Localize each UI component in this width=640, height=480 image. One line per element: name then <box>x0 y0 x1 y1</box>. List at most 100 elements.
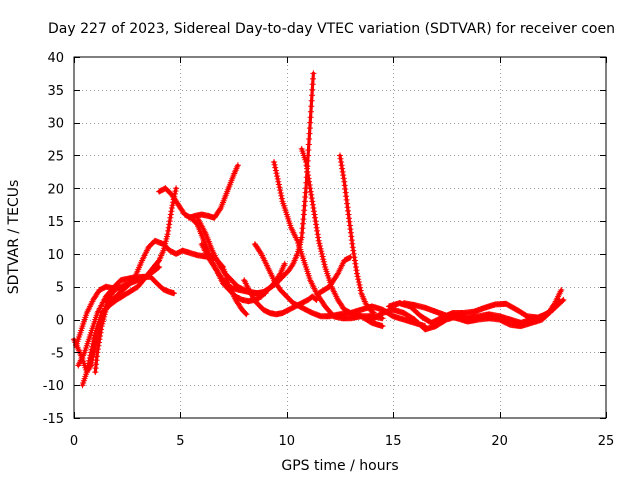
data-point <box>98 326 105 333</box>
data-point <box>275 178 282 185</box>
data-point <box>88 349 94 356</box>
data-point <box>339 165 346 172</box>
x-tick-label: 15 <box>385 434 402 449</box>
data-point <box>320 256 327 263</box>
data-point <box>317 245 324 252</box>
data-point <box>320 258 327 265</box>
data-point <box>278 195 285 202</box>
data-point <box>86 357 93 364</box>
data-point <box>337 155 344 162</box>
series-track-14 <box>337 152 377 316</box>
y-tick-label: -5 <box>51 346 64 361</box>
data-point <box>314 227 321 234</box>
data-point <box>172 188 179 195</box>
data-point <box>167 211 174 218</box>
data-point <box>173 185 180 192</box>
x-tick-labels: 0 5 10 15 20 25 <box>70 434 614 449</box>
data-point <box>272 167 279 174</box>
data-point <box>271 159 277 165</box>
y-tick-label: 35 <box>47 84 64 99</box>
data-point <box>278 192 285 199</box>
data-point <box>556 296 563 303</box>
y-tick-label: -15 <box>43 412 64 427</box>
data-point <box>306 125 313 132</box>
data-point <box>88 346 95 353</box>
y-tick-label: 15 <box>47 215 64 230</box>
data-point <box>306 130 313 137</box>
data-point <box>307 188 314 195</box>
data-point <box>357 287 364 294</box>
data-point <box>347 254 354 261</box>
data-point <box>96 336 103 343</box>
series-track-9 <box>198 241 269 297</box>
data-point <box>307 114 314 121</box>
data-point <box>84 366 91 373</box>
data-point <box>340 175 347 182</box>
x-tick-label: 20 <box>491 434 508 449</box>
y-tick-label: 30 <box>47 117 64 132</box>
series-track-7 <box>185 162 241 221</box>
data-point <box>379 323 386 330</box>
data-point <box>356 281 363 288</box>
data-point <box>309 198 316 205</box>
data-point <box>310 75 316 82</box>
data-point <box>357 284 364 291</box>
data-point <box>271 161 278 168</box>
data-point <box>305 147 312 153</box>
series-track-13 <box>298 145 429 330</box>
y-tick-label: 20 <box>47 182 64 197</box>
data-point <box>306 136 313 142</box>
y-tick-label: 5 <box>56 281 64 296</box>
data-point <box>87 352 94 359</box>
x-axis-title: GPS time / hours <box>281 458 398 474</box>
data-point <box>370 309 377 316</box>
data-point <box>277 187 284 194</box>
data-point <box>312 218 319 225</box>
data-point <box>275 181 282 188</box>
data-point <box>166 221 173 228</box>
series-track-12 <box>271 159 386 322</box>
data-point <box>272 164 279 171</box>
x-tick-label: 10 <box>279 434 296 449</box>
data-point <box>309 81 316 88</box>
data-point <box>217 206 223 213</box>
data-point <box>310 208 317 215</box>
data-point <box>310 70 317 77</box>
data-point <box>307 119 314 126</box>
data-points <box>71 70 567 389</box>
data-point <box>355 276 362 283</box>
data-point <box>234 162 241 169</box>
series-line <box>272 160 385 320</box>
data-point <box>274 173 281 180</box>
chart-title: Day 227 of 2023, Sidereal Day-to-day VTE… <box>48 21 615 37</box>
data-point <box>91 335 98 342</box>
grid-lines <box>74 57 606 418</box>
data-point <box>89 343 96 350</box>
data-point <box>305 141 312 148</box>
y-tick-labels: -15 -10 -5 0 5 10 15 20 25 30 35 40 <box>43 51 64 427</box>
data-point <box>85 360 92 367</box>
y-tick-label: 25 <box>47 149 64 164</box>
series-track-3 <box>75 273 177 369</box>
data-point <box>168 205 175 211</box>
series-track-18 <box>400 296 563 330</box>
axis-ticks <box>74 57 607 419</box>
data-point <box>319 253 326 260</box>
y-tick-label: 10 <box>47 248 64 263</box>
series-track-5 <box>92 237 250 376</box>
data-point <box>317 243 323 249</box>
data-point <box>321 261 328 268</box>
data-point <box>354 270 360 277</box>
data-point <box>276 184 283 191</box>
data-point <box>352 260 359 267</box>
plot-frame <box>73 56 607 419</box>
data-point <box>243 311 250 318</box>
data-point <box>164 231 171 238</box>
data-point <box>89 340 96 347</box>
data-point <box>169 202 176 209</box>
data-point <box>281 260 288 267</box>
data-point <box>94 346 101 353</box>
data-point <box>304 168 311 175</box>
data-point <box>355 279 362 285</box>
